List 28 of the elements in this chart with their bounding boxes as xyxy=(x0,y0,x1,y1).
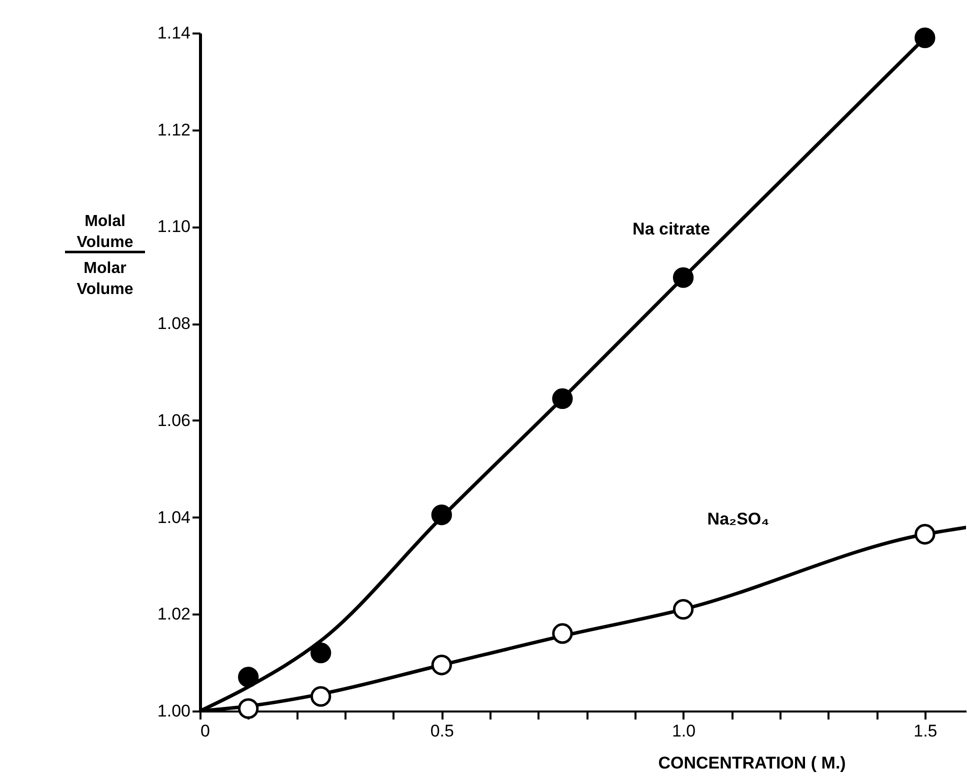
y-tick-label: 1.04 xyxy=(157,508,190,527)
x-axis-title: CONCENTRATION ( M.) xyxy=(658,754,846,772)
point xyxy=(310,686,332,707)
x-tick-label: 1.0 xyxy=(672,722,696,740)
y-tick-label: 1.00 xyxy=(157,702,190,720)
text: Na₂SO₄ xyxy=(707,509,770,528)
point xyxy=(238,698,259,719)
point xyxy=(672,267,694,288)
y-tick-label: 1.08 xyxy=(157,314,190,334)
y-axis-title: Molal Volume Molar Volume xyxy=(76,213,134,298)
y-tick-label: 1.14 xyxy=(157,24,190,42)
y-tick-label: 1.12 xyxy=(157,120,190,140)
x-tick-label: 0.5 xyxy=(430,722,454,740)
y-tick-label: 1.06 xyxy=(157,410,190,430)
point xyxy=(914,28,936,48)
point xyxy=(552,623,573,644)
point xyxy=(431,654,452,676)
point xyxy=(914,524,936,545)
point xyxy=(672,598,694,620)
x-tick-label: 1.5 xyxy=(914,722,938,740)
y-tick-label: 1.10 xyxy=(157,217,190,236)
point xyxy=(310,642,332,664)
series-label: Na citrate xyxy=(632,220,710,239)
y-tick-label: 1.02 xyxy=(157,604,190,624)
point xyxy=(431,504,452,526)
x-tick-label: 0 xyxy=(200,722,210,740)
point xyxy=(552,388,573,409)
point xyxy=(238,666,259,688)
